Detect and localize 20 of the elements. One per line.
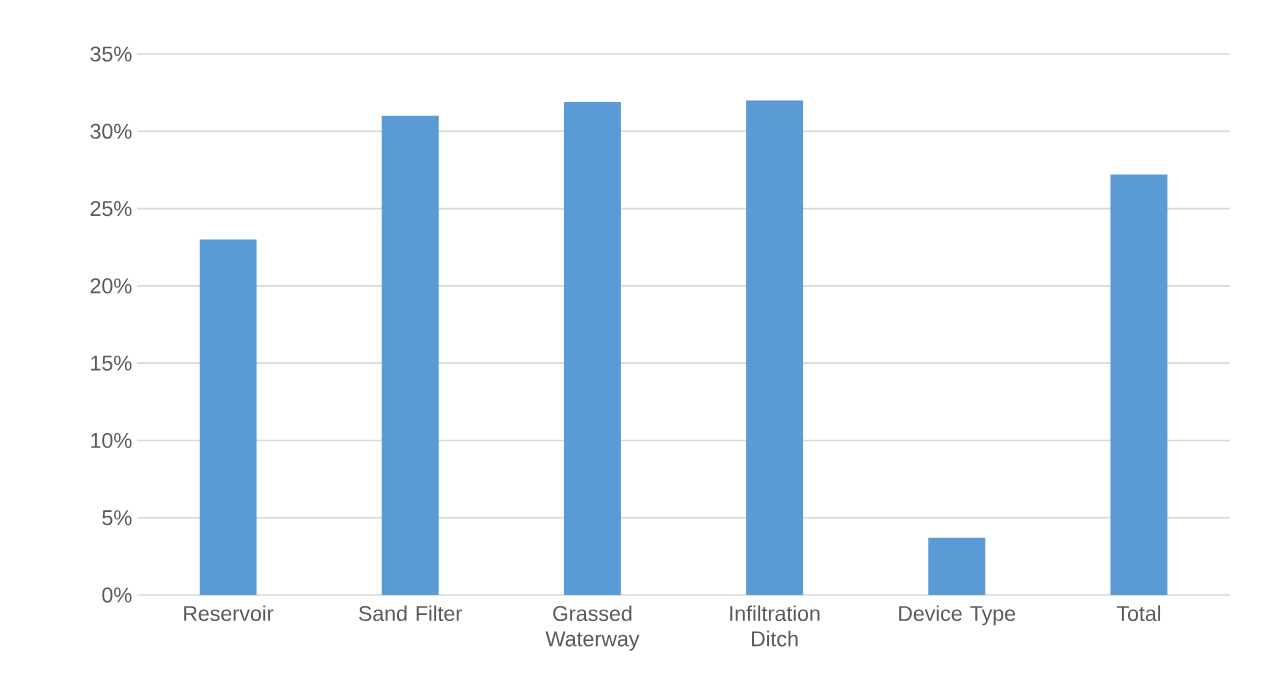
bar — [746, 100, 804, 595]
y-tick-label: 0% — [102, 587, 132, 603]
y-tick-label: 20% — [90, 278, 132, 294]
bar — [563, 101, 621, 595]
x-tick-label: Grassed Waterway — [545, 605, 640, 651]
bar — [199, 239, 257, 595]
y-tick-label: 15% — [91, 355, 132, 371]
x-tick-label: Total — [1116, 605, 1161, 622]
bar — [1110, 174, 1168, 595]
y-tick-label: 25% — [90, 201, 132, 217]
x-tick-label: Reservoir — [184, 605, 274, 622]
x-tick-label: Infiltration Ditch — [730, 605, 820, 647]
y-tick-label: 5% — [102, 510, 132, 526]
x-tick-label: Sand Filter — [359, 605, 463, 622]
y-tick-label: 35% — [90, 46, 132, 62]
x-tick-label: Device Type — [899, 605, 1016, 626]
y-tick-label: 10% — [91, 432, 132, 448]
y-tick-label: 30% — [90, 123, 132, 139]
bar — [928, 537, 986, 595]
bar — [381, 115, 439, 595]
